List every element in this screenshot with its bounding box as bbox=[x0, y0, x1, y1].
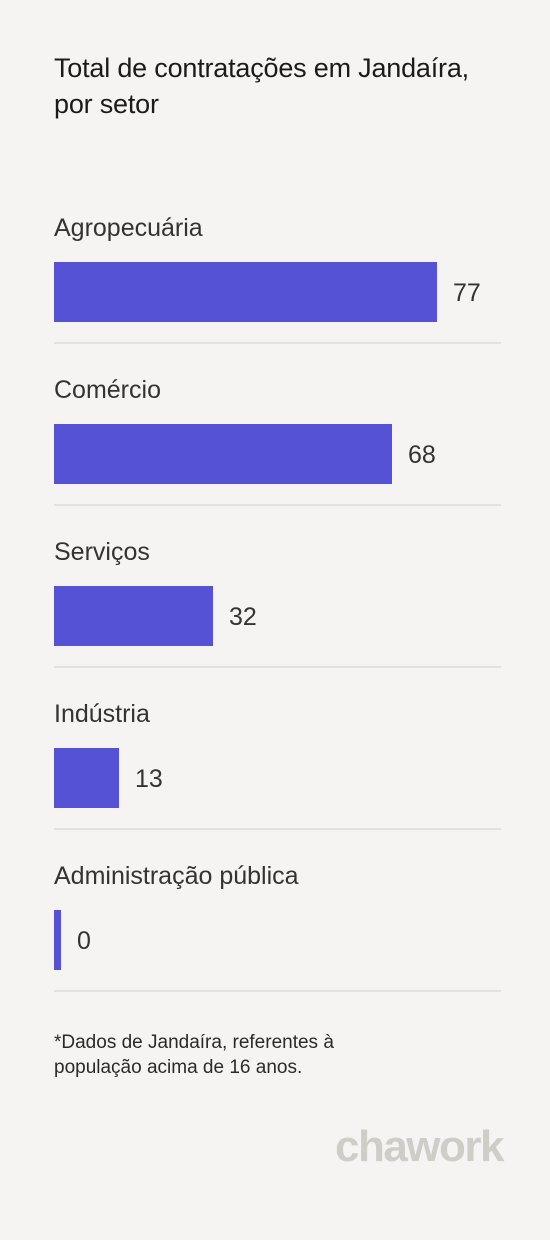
row-divider bbox=[54, 342, 501, 344]
bar bbox=[54, 262, 437, 322]
row-divider bbox=[54, 990, 501, 992]
bar-row: Agropecuária 77 bbox=[54, 200, 501, 362]
footnote: *Dados de Jandaíra, referentes à populaç… bbox=[54, 1032, 334, 1078]
bar-chart: Agropecuária 77 Comércio 68 Serviços 32 Indúst… bbox=[54, 200, 501, 1010]
bar-row: Indústria 13 bbox=[54, 686, 501, 848]
category-label: Comércio bbox=[54, 376, 161, 404]
bar-row: Administração pública 0 bbox=[54, 848, 501, 1010]
category-label: Serviços bbox=[54, 538, 150, 566]
bar bbox=[54, 748, 119, 808]
row-divider bbox=[54, 828, 501, 830]
bar bbox=[54, 424, 392, 484]
bar-value-label: 0 bbox=[77, 927, 91, 955]
bar-value-label: 68 bbox=[408, 441, 436, 469]
row-divider bbox=[54, 504, 501, 506]
category-label: Administração pública bbox=[54, 862, 299, 890]
bar-value-label: 32 bbox=[229, 603, 257, 631]
category-label: Indústria bbox=[54, 700, 150, 728]
bar-row: Comércio 68 bbox=[54, 362, 501, 524]
category-label: Agropecuária bbox=[54, 214, 203, 242]
chart-title: Total de contratações em Jandaíra, por s… bbox=[54, 53, 469, 119]
bar-value-label: 77 bbox=[453, 279, 481, 307]
chawork-logo: chawork bbox=[334, 1122, 505, 1171]
bar bbox=[54, 586, 213, 646]
bar bbox=[54, 910, 61, 970]
row-divider bbox=[54, 666, 501, 668]
bar-row: Serviços 32 bbox=[54, 524, 501, 686]
bar-value-label: 13 bbox=[135, 765, 163, 793]
